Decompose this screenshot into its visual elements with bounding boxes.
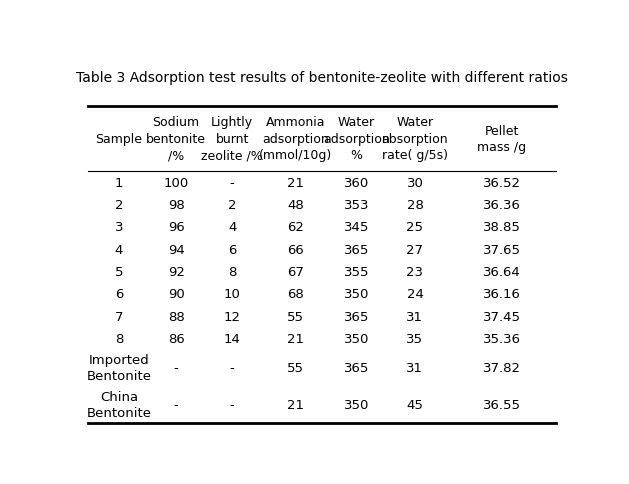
Text: 6: 6	[228, 243, 237, 256]
Text: 5: 5	[114, 265, 123, 278]
Text: 37.45: 37.45	[482, 310, 521, 323]
Text: 36.16: 36.16	[482, 287, 520, 301]
Text: Table 3 Adsorption test results of bentonite-zeolite with different ratios: Table 3 Adsorption test results of bento…	[77, 71, 568, 85]
Text: -: -	[230, 398, 235, 411]
Text: 2: 2	[114, 198, 123, 212]
Text: 68: 68	[287, 287, 304, 301]
Text: China
Bentonite: China Bentonite	[86, 391, 152, 420]
Text: 350: 350	[344, 332, 369, 345]
Text: Sample: Sample	[96, 133, 142, 146]
Text: 365: 365	[344, 243, 369, 256]
Text: 21: 21	[287, 332, 304, 345]
Text: Imported
Bentonite: Imported Bentonite	[86, 354, 152, 383]
Text: 31: 31	[406, 362, 423, 375]
Text: -: -	[230, 176, 235, 189]
Text: 92: 92	[168, 265, 184, 278]
Text: 27: 27	[406, 243, 423, 256]
Text: Ammonia
adsorption
(mmol/10g): Ammonia adsorption (mmol/10g)	[259, 116, 332, 162]
Text: 365: 365	[344, 310, 369, 323]
Text: 86: 86	[168, 332, 184, 345]
Text: 350: 350	[344, 287, 369, 301]
Text: 55: 55	[287, 310, 304, 323]
Text: 21: 21	[287, 176, 304, 189]
Text: 35: 35	[406, 332, 423, 345]
Text: 8: 8	[114, 332, 123, 345]
Text: 98: 98	[168, 198, 184, 212]
Text: 62: 62	[287, 221, 304, 234]
Text: 355: 355	[343, 265, 369, 278]
Text: 48: 48	[287, 198, 304, 212]
Text: 36.55: 36.55	[482, 398, 521, 411]
Text: 1: 1	[114, 176, 123, 189]
Text: 7: 7	[114, 310, 123, 323]
Text: 360: 360	[344, 176, 369, 189]
Text: 37.82: 37.82	[482, 362, 521, 375]
Text: 94: 94	[168, 243, 184, 256]
Text: Water
adsorption
%: Water adsorption %	[323, 116, 390, 162]
Text: -: -	[174, 398, 179, 411]
Text: Water
absorption
rate( g/5s): Water absorption rate( g/5s)	[382, 116, 448, 162]
Text: 345: 345	[344, 221, 369, 234]
Text: 4: 4	[228, 221, 237, 234]
Text: 66: 66	[287, 243, 304, 256]
Text: 55: 55	[287, 362, 304, 375]
Text: 28: 28	[406, 198, 423, 212]
Text: 14: 14	[224, 332, 241, 345]
Text: 88: 88	[168, 310, 184, 323]
Text: 24: 24	[406, 287, 423, 301]
Text: 37.65: 37.65	[482, 243, 521, 256]
Text: 350: 350	[344, 398, 369, 411]
Text: 96: 96	[168, 221, 184, 234]
Text: 100: 100	[164, 176, 189, 189]
Text: 36.52: 36.52	[482, 176, 521, 189]
Text: -: -	[230, 362, 235, 375]
Text: 8: 8	[228, 265, 237, 278]
Text: 67: 67	[287, 265, 304, 278]
Text: 365: 365	[344, 362, 369, 375]
Text: Sodium
bentonite
/%: Sodium bentonite /%	[146, 116, 206, 162]
Text: Lightly
burnt
zeolite /%: Lightly burnt zeolite /%	[201, 116, 263, 162]
Text: 3: 3	[114, 221, 123, 234]
Text: 45: 45	[406, 398, 423, 411]
Text: 30: 30	[406, 176, 423, 189]
Text: 38.85: 38.85	[482, 221, 520, 234]
Text: 25: 25	[406, 221, 423, 234]
Text: 90: 90	[168, 287, 184, 301]
Text: Pellet
mass /g: Pellet mass /g	[477, 124, 526, 154]
Text: 2: 2	[228, 198, 237, 212]
Text: 10: 10	[224, 287, 241, 301]
Text: 36.64: 36.64	[482, 265, 520, 278]
Text: 31: 31	[406, 310, 423, 323]
Text: 35.36: 35.36	[482, 332, 521, 345]
Text: 353: 353	[343, 198, 369, 212]
Text: 23: 23	[406, 265, 423, 278]
Text: 4: 4	[114, 243, 123, 256]
Text: 36.36: 36.36	[482, 198, 520, 212]
Text: -: -	[174, 362, 179, 375]
Text: 6: 6	[114, 287, 123, 301]
Text: 21: 21	[287, 398, 304, 411]
Text: 12: 12	[224, 310, 241, 323]
